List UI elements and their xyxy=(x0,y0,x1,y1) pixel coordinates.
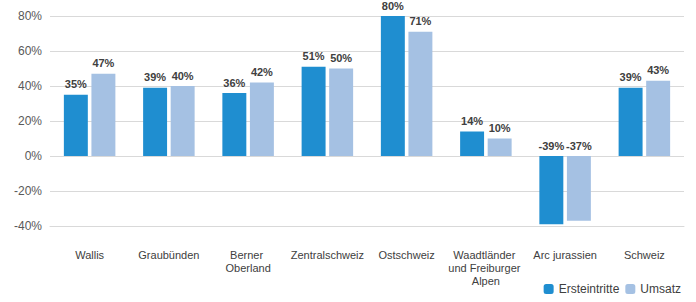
svg-text:80%: 80% xyxy=(382,0,404,12)
svg-text:Wallis: Wallis xyxy=(75,249,104,261)
svg-text:43%: 43% xyxy=(647,64,669,76)
svg-text:71%: 71% xyxy=(409,15,431,27)
svg-text:Berner: Berner xyxy=(230,249,266,261)
svg-text:42%: 42% xyxy=(251,66,273,78)
svg-text:20%: 20% xyxy=(18,114,42,128)
svg-text:0%: 0% xyxy=(25,149,43,163)
svg-text:und Freiburger: und Freiburger xyxy=(448,262,523,274)
svg-text:51%: 51% xyxy=(303,50,325,62)
svg-text:-37%: -37% xyxy=(566,140,592,152)
svg-text:47%: 47% xyxy=(92,57,114,69)
svg-text:Arc jurassien: Arc jurassien xyxy=(533,249,597,261)
svg-text:Waadtländer: Waadtländer xyxy=(453,249,518,261)
svg-text:Ersteintritte: Ersteintritte xyxy=(559,282,620,296)
svg-text:Graubünden: Graubünden xyxy=(138,249,199,261)
svg-text:Alpen: Alpen xyxy=(472,275,500,287)
svg-text:10%: 10% xyxy=(489,122,511,134)
svg-text:Zentralschweiz: Zentralschweiz xyxy=(291,249,364,261)
svg-text:35%: 35% xyxy=(65,78,87,90)
svg-text:Oberland: Oberland xyxy=(225,262,270,274)
svg-text:Umsatz: Umsatz xyxy=(640,282,681,296)
svg-text:60%: 60% xyxy=(18,44,42,58)
svg-text:-20%: -20% xyxy=(14,184,42,198)
svg-text:39%: 39% xyxy=(620,71,642,83)
svg-text:Schweiz: Schweiz xyxy=(624,249,665,261)
svg-text:-40%: -40% xyxy=(14,219,42,233)
svg-text:50%: 50% xyxy=(330,52,352,64)
svg-text:36%: 36% xyxy=(223,77,245,89)
svg-text:80%: 80% xyxy=(18,9,42,23)
svg-text:-39%: -39% xyxy=(539,140,565,152)
svg-text:40%: 40% xyxy=(172,70,194,82)
svg-text:40%: 40% xyxy=(18,79,42,93)
svg-text:14%: 14% xyxy=(461,115,483,127)
svg-text:39%: 39% xyxy=(144,71,166,83)
svg-text:Ostschweiz: Ostschweiz xyxy=(379,249,435,261)
